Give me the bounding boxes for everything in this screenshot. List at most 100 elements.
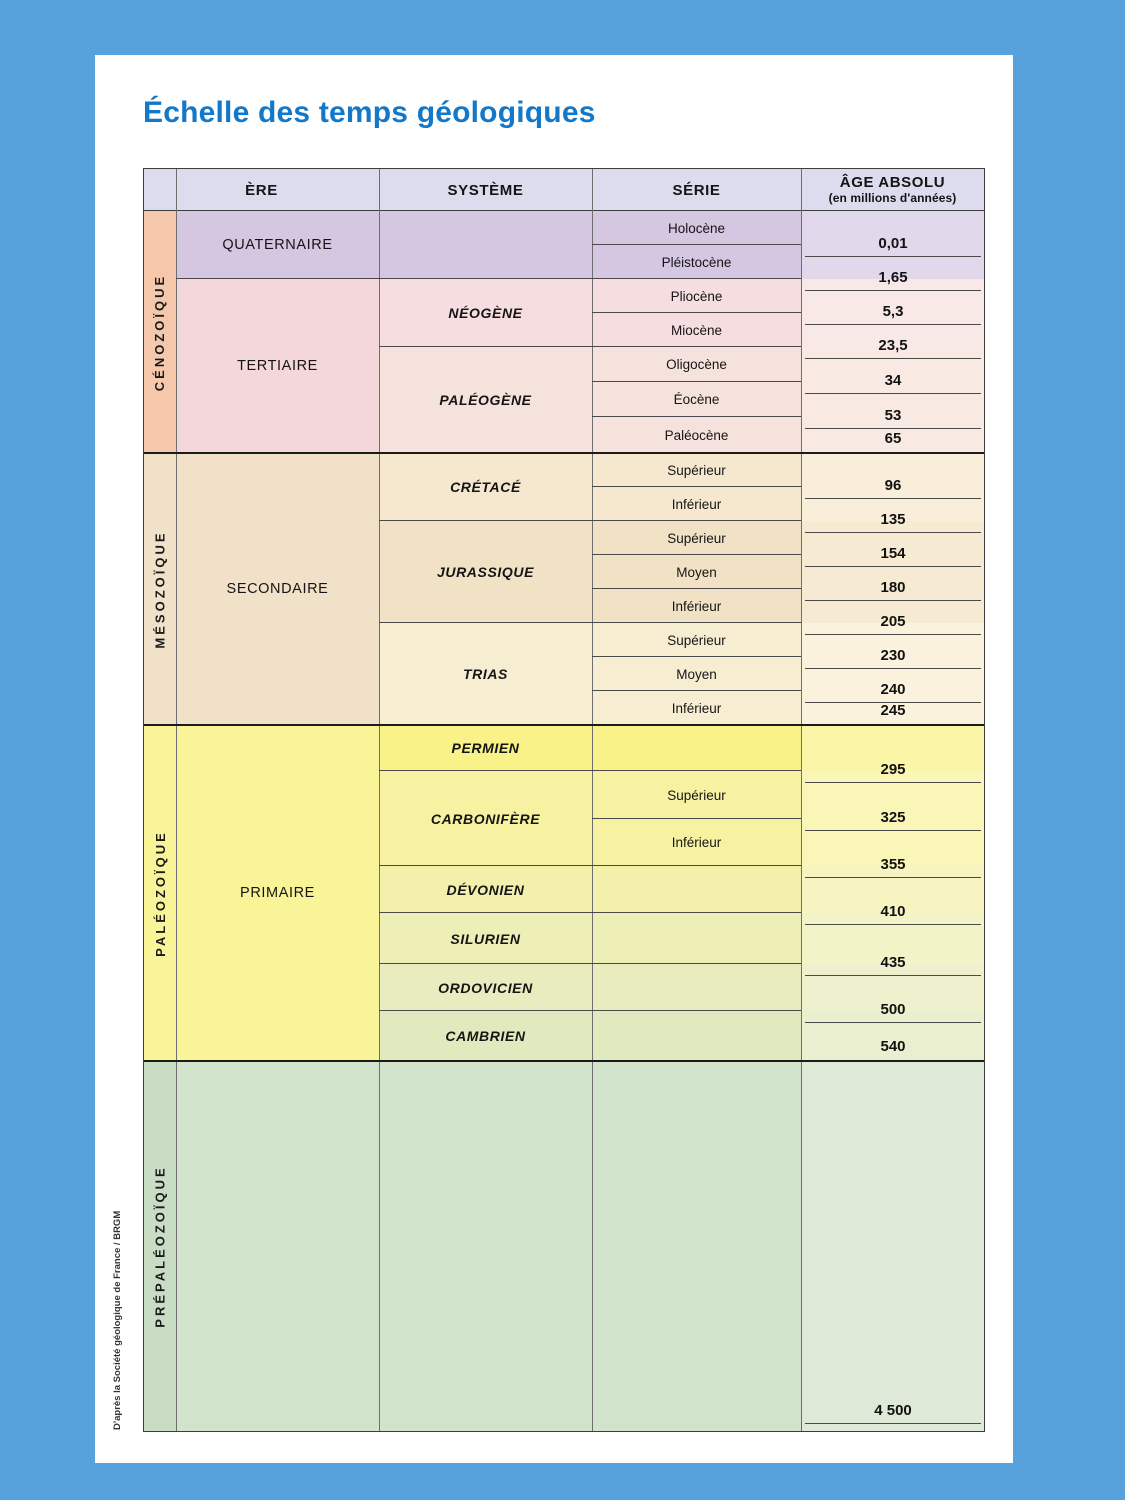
serie-cell: Éocène [673,392,720,407]
serie-cell: Inférieur [671,700,722,716]
age-value: 1,65 [805,268,981,291]
ere-cell-block [176,211,379,279]
boundary-line [379,346,801,347]
age-value: 325 [805,808,981,831]
boundary-line [592,486,801,487]
boundary-line [379,520,801,521]
age-value: 4 500 [805,1401,981,1424]
header-age-subtitle: (en millions d'années) [828,190,957,205]
era-strip-label: PALÉOZOÏQUE [144,725,176,1061]
systeme-cell: CAMBRIEN [445,1028,526,1044]
age-value: 0,01 [805,234,981,257]
age-value: 34 [805,371,981,394]
serie-cell: Supérieur [667,787,726,803]
age-column-block [801,866,984,913]
age-value: 96 [805,476,981,499]
serie-cell: Inférieur [671,496,722,512]
boundary-line [379,1010,801,1011]
serie-cell: Inférieur [671,835,722,850]
age-column-block [801,913,984,964]
boundary-line [592,381,801,382]
age-value: 295 [805,760,981,783]
source-credit: D'après la Société géologique de France … [112,1210,123,1430]
systeme-block [379,521,801,623]
boundary-line [592,244,801,245]
boundary-line [379,912,801,913]
boundary-line [592,312,801,313]
era-strip [144,1061,176,1431]
age-value: 23,5 [805,336,981,359]
column-divider [801,169,802,1431]
age-column-block [801,521,984,623]
boundary-line [379,963,801,964]
ere-cell-block [176,725,379,1061]
age-value: 245 [880,702,906,719]
systeme-cell: PALÉOGÈNE [439,392,532,408]
table-header-background [144,169,984,211]
systeme-cell: CARBONIFÈRE [430,810,541,827]
ere-cell: PRIMAIRE [240,885,315,901]
boundary-line [592,818,801,819]
ere-cell-block [176,279,379,453]
boundary-line [379,865,801,866]
serie-cell: Inférieur [671,598,722,614]
systeme-cell: JURASSIQUE [436,564,535,580]
systeme-cell: PERMIEN [451,740,520,756]
column-divider [379,169,380,1431]
age-value: 435 [805,953,981,976]
age-column-block [801,623,984,725]
era-strip [144,211,176,453]
age-column-block [801,725,984,771]
systeme-block [379,725,801,771]
boundary-line [592,656,801,657]
systeme-cell: SILURIEN [450,930,521,947]
era-strip-label-text: PALÉOZOÏQUE [152,829,168,957]
era-strip-label-text: PRÉPALÉOZOÏQUE [152,1164,168,1328]
serie-cell: Moyen [676,564,717,580]
age-column-block [801,347,984,453]
serie-cell: Holocène [667,220,726,236]
header-age-absolu: ÂGE ABSOLU (en millions d'années) [801,169,984,211]
boundary-line [592,416,801,417]
serie-cell: Pliocène [670,288,723,304]
age-value: 65 [884,430,902,447]
geologic-timescale-table: ÈRE SYSTÈME SÉRIE ÂGE ABSOLU (en million… [143,168,985,1432]
age-value: 500 [805,1000,981,1023]
systeme-block [379,211,801,279]
systeme-block [379,279,801,347]
age-value: 205 [805,612,981,635]
era-strip-label-text: MÉSOZOÏQUE [152,529,168,649]
boundary-line [592,554,801,555]
systeme-cell: DÉVONIEN [446,881,525,898]
age-column-block [801,964,984,1011]
systeme-cell: CRÉTACÉ [450,479,521,495]
age-column-block [801,771,984,866]
systeme-cell: ORDOVICIEN [438,979,533,996]
age-value: 180 [805,578,981,601]
age-value: 5,3 [805,302,981,325]
serie-cell: Supérieur [667,530,726,546]
ere-cell: QUATERNAIRE [222,237,333,253]
age-value: 355 [805,855,981,878]
systeme-block [379,866,801,913]
age-value: 230 [805,646,981,669]
era-strip [144,725,176,1061]
boundary-line [379,622,801,623]
age-value: 410 [805,902,981,925]
ere-cell: TERTIAIRE [237,358,318,374]
boundary-line [592,690,801,691]
serie-cell: Paléocène [664,427,729,443]
era-strip-label-text: CÉNOZOÏQUE [152,273,168,391]
boundary-line [144,724,984,726]
systeme-block [379,453,801,521]
era-strip-label: PRÉPALÉOZOÏQUE [144,1061,176,1431]
era-strip-label: MÉSOZOÏQUE [144,453,176,725]
systeme-block [379,623,801,725]
age-value: 240 [805,680,981,703]
age-column-block [801,1061,984,1431]
ere-cell-block [176,1061,379,1431]
systeme-cell: NÉOGÈNE [448,305,523,321]
era-strip [144,453,176,725]
age-value: 154 [805,544,981,567]
age-column-block [801,1011,984,1061]
